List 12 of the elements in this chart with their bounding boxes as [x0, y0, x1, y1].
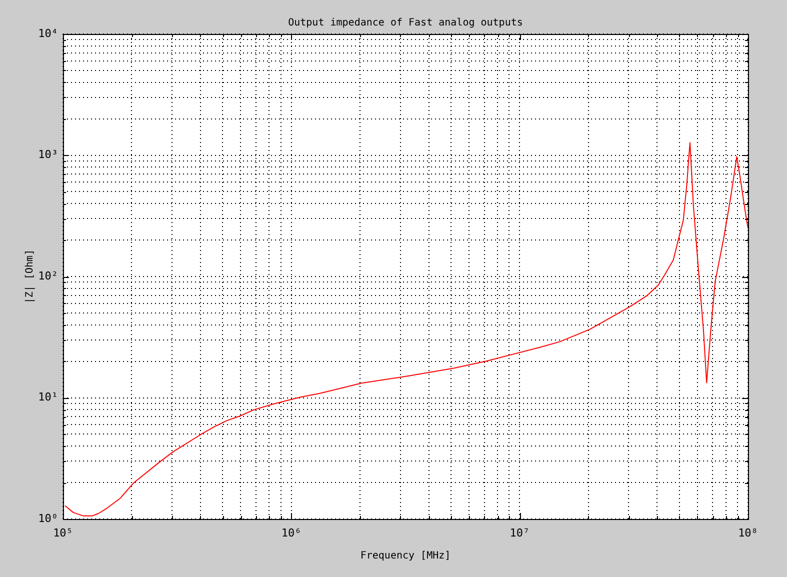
x-tick-label: 10⁶ [281, 526, 302, 540]
y-tick-label: 10⁴ [38, 26, 58, 40]
y-tick-label: 10² [38, 269, 58, 282]
y-tick-label: 10³ [38, 148, 58, 162]
x-tick-label: 10⁸ [738, 526, 758, 540]
x-tick-label: 10⁵ [53, 526, 73, 540]
x-axis-title: Frequency [MHz] [360, 550, 451, 562]
chart-title: Output impedance of Fast analog outputs [288, 18, 523, 29]
x-tick-label: 10⁷ [510, 526, 530, 540]
y-tick-label: 10¹ [38, 390, 58, 404]
y-axis-title: |Z| [Ohm] [24, 249, 36, 304]
y-tick-label: 10⁰ [38, 512, 58, 525]
